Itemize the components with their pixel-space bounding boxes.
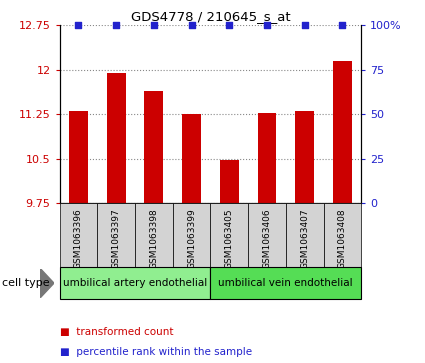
Bar <box>248 203 286 267</box>
Bar <box>182 114 201 203</box>
Bar <box>258 113 276 203</box>
Bar <box>210 267 361 299</box>
Text: GSM1063407: GSM1063407 <box>300 208 309 269</box>
Bar <box>107 73 125 203</box>
Text: ■  percentile rank within the sample: ■ percentile rank within the sample <box>60 347 252 357</box>
Bar <box>60 267 210 299</box>
Text: GSM1063406: GSM1063406 <box>263 208 272 269</box>
Point <box>339 23 346 28</box>
Bar <box>97 203 135 267</box>
Point <box>113 23 119 28</box>
Bar <box>173 203 210 267</box>
Text: umbilical vein endothelial: umbilical vein endothelial <box>218 278 353 288</box>
Text: GSM1063405: GSM1063405 <box>225 208 234 269</box>
Text: GSM1063408: GSM1063408 <box>338 208 347 269</box>
Bar <box>135 203 173 267</box>
Text: umbilical artery endothelial: umbilical artery endothelial <box>63 278 207 288</box>
Point <box>301 23 308 28</box>
Point <box>188 23 195 28</box>
Bar <box>323 203 361 267</box>
Point <box>226 23 232 28</box>
Point <box>75 23 82 28</box>
Text: ■  transformed count: ■ transformed count <box>60 327 173 337</box>
Text: GSM1063396: GSM1063396 <box>74 208 83 269</box>
Text: cell type: cell type <box>2 278 50 288</box>
Bar <box>286 203 323 267</box>
Bar <box>220 160 239 203</box>
Polygon shape <box>40 269 54 298</box>
Text: GSM1063398: GSM1063398 <box>149 208 158 269</box>
Title: GDS4778 / 210645_s_at: GDS4778 / 210645_s_at <box>130 10 290 23</box>
Bar <box>333 61 352 203</box>
Bar <box>69 111 88 203</box>
Bar <box>210 203 248 267</box>
Bar <box>144 91 163 203</box>
Point <box>264 23 270 28</box>
Text: GSM1063399: GSM1063399 <box>187 208 196 269</box>
Bar <box>295 111 314 203</box>
Bar <box>60 203 97 267</box>
Point <box>150 23 157 28</box>
Text: GSM1063397: GSM1063397 <box>112 208 121 269</box>
